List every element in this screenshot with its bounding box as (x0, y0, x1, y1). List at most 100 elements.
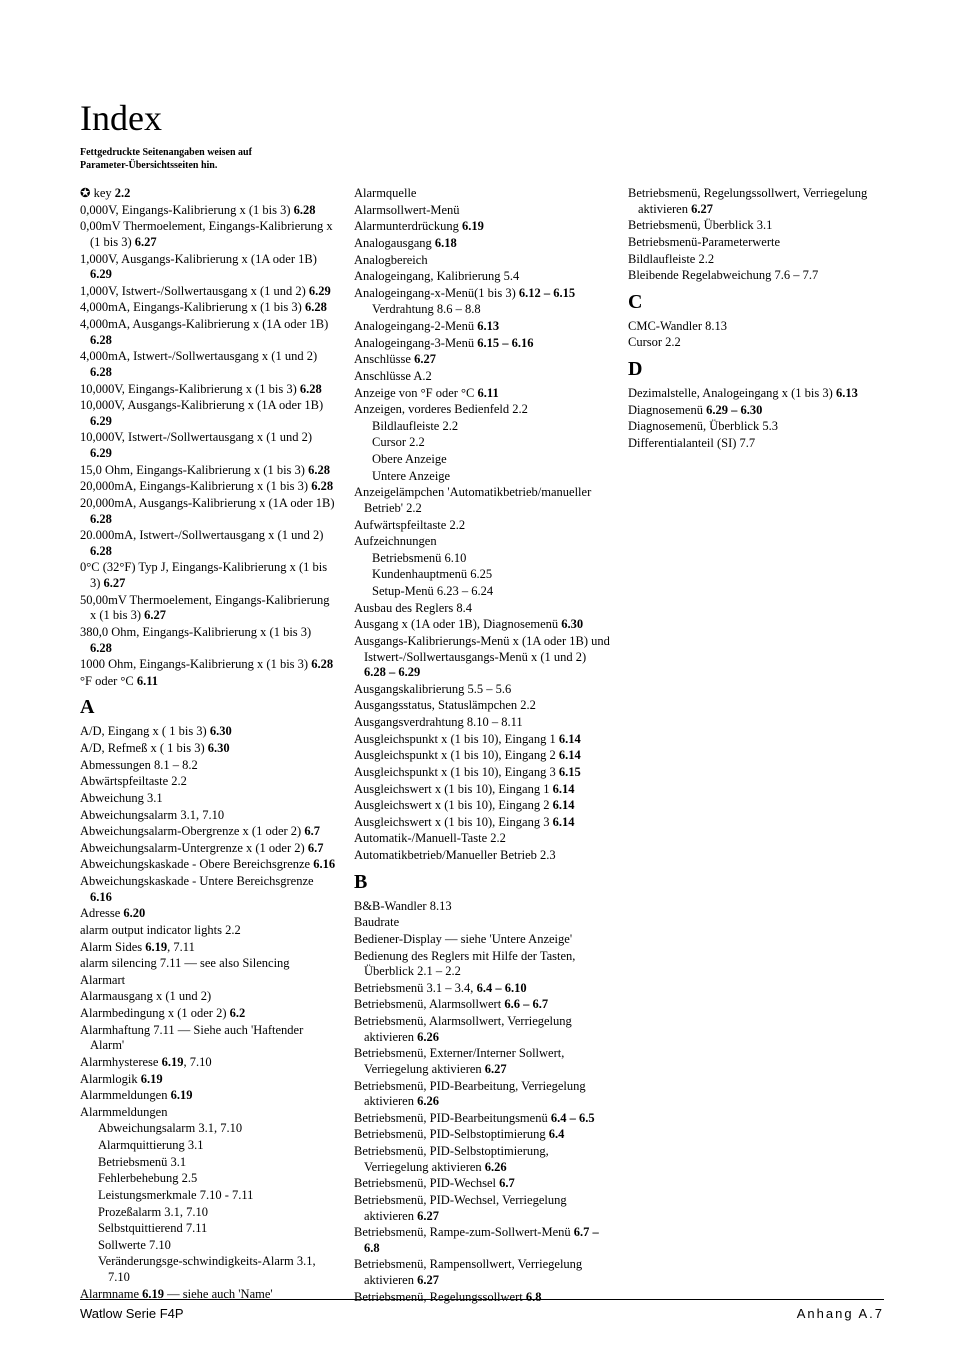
entry-after: , 7.11 (167, 940, 195, 954)
entry-text: Abmessungen 8.1 – 8.2 (80, 758, 198, 772)
entry-text: Setup-Menü 6.23 – 6.24 (372, 584, 493, 598)
entry-page-bold: 2.2 (115, 186, 131, 200)
index-entry: Betriebsmenü 3.1 (80, 1155, 336, 1171)
entry-text: Alarmquelle (354, 186, 416, 200)
entry-text: Differentialanteil (SI) 7.7 (628, 436, 755, 450)
entry-text: Alarmart (80, 973, 125, 987)
index-entry: Betriebsmenü, PID-Wechsel 6.7 (354, 1176, 610, 1192)
entry-page-bold: 6.19 (462, 219, 484, 233)
index-title: Index (80, 100, 884, 136)
index-entry: Leistungsmerkmale 7.10 - 7.11 (80, 1188, 336, 1204)
entry-text: Analogeingang-2-Menü (354, 319, 477, 333)
entry-text: 15,0 Ohm, Eingangs-Kalibrierung x (1 bis… (80, 463, 308, 477)
index-entry: Dezimalstelle, Analogeingang x (1 bis 3)… (628, 386, 884, 402)
index-entry: Alarmhaftung 7.11 — Siehe auch 'Haftende… (80, 1023, 336, 1054)
entry-text: Fehlerbehebung 2.5 (98, 1171, 197, 1185)
entry-page-bold: 6.29 – 6.30 (706, 403, 762, 417)
index-entry: Analogbereich (354, 253, 610, 269)
entry-page-bold: 6.29 (309, 284, 331, 298)
index-entry: 4,000mA, Ausgangs-Kalibrierung x (1A ode… (80, 317, 336, 348)
entry-text: Ausgangs-Kalibrierungs-Menü x (1A oder 1… (354, 634, 610, 664)
entry-text: Automatik-/Manuell-Taste 2.2 (354, 831, 506, 845)
entry-text: 50,00mV Thermoelement, Eingangs-Kalibrie… (80, 593, 329, 623)
entry-text: Bildlaufleiste 2.2 (372, 419, 458, 433)
index-entry: Ausgang x (1A oder 1B), Diagnosemenü 6.3… (354, 617, 610, 633)
index-entry: alarm silencing 7.11 — see also Silencin… (80, 956, 336, 972)
index-entry: Anschlüsse A.2 (354, 369, 610, 385)
index-entry: Ausgleichswert x (1 bis 10), Eingang 3 6… (354, 815, 610, 831)
index-entry: CMC-Wandler 8.13 (628, 319, 884, 335)
entry-text: Adresse (80, 906, 123, 920)
index-entry: Bleibende Regelabweichung 7.6 – 7.7 (628, 268, 884, 284)
entry-text: 4,000mA, Ausgangs-Kalibrierung x (1A ode… (80, 317, 328, 331)
index-entry: Betriebsmenü, Alarmsollwert, Verriegelun… (354, 1014, 610, 1045)
entry-text: Cursor 2.2 (372, 435, 425, 449)
index-entry: Anzeigen, vorderes Bedienfeld 2.2 (354, 402, 610, 418)
index-entry: Prozeßalarm 3.1, 7.10 (80, 1205, 336, 1221)
entry-page-bold: 6.30 (210, 724, 232, 738)
entry-page-bold: 6.13 (477, 319, 499, 333)
entry-page-bold: 6.28 (300, 382, 322, 396)
entry-text: ✪ key (80, 186, 115, 200)
index-entry: Betriebsmenü, Alarmsollwert 6.6 – 6.7 (354, 997, 610, 1013)
entry-text: Analogeingang-3-Menü (354, 336, 477, 350)
entry-page-bold: 6.14 (553, 815, 575, 829)
entry-text: Obere Anzeige (372, 452, 447, 466)
index-entry: Diagnosemenü 6.29 – 6.30 (628, 403, 884, 419)
index-entry: Ausgleichspunkt x (1 bis 10), Eingang 1 … (354, 732, 610, 748)
entry-text: Ausgangsverdrahtung 8.10 – 8.11 (354, 715, 523, 729)
index-entry: Betriebsmenü, Externer/Interner Sollwert… (354, 1046, 610, 1077)
entry-text: Betriebsmenü 3.1 (98, 1155, 186, 1169)
index-entry: Abmessungen 8.1 – 8.2 (80, 758, 336, 774)
index-entry: Ausbau des Reglers 8.4 (354, 601, 610, 617)
entry-text: Alarmhysterese (80, 1055, 162, 1069)
index-entry: Analogausgang 6.18 (354, 236, 610, 252)
index-entry: Bedienung des Reglers mit Hilfe der Tast… (354, 949, 610, 980)
index-entry: 10,000V, Eingangs-Kalibrierung x (1 bis … (80, 382, 336, 398)
index-entry: Abweichungskaskade - Untere Bereichsgren… (80, 874, 336, 905)
index-section-head: B (354, 870, 610, 895)
entry-page-bold: 6.15 – 6.16 (477, 336, 533, 350)
entry-page-bold: 6.26 (417, 1094, 439, 1108)
entry-text: alarm output indicator lights 2.2 (80, 923, 241, 937)
index-entry: 1,000V, Ausgangs-Kalibrierung x (1A oder… (80, 252, 336, 283)
entry-text: 1,000V, Istwert-/Sollwertausgang x (1 un… (80, 284, 309, 298)
entry-text: Ausgangskalibrierung 5.5 – 5.6 (354, 682, 511, 696)
entry-page-bold: 6.28 (311, 657, 333, 671)
entry-text: Bedienung des Reglers mit Hilfe der Tast… (354, 949, 575, 979)
entry-text: Abweichungsalarm-Obergrenze x (1 oder 2) (80, 824, 304, 838)
index-entry: Abweichungsalarm 3.1, 7.10 (80, 1121, 336, 1137)
entry-page-bold: 6.28 (294, 203, 316, 217)
entry-page-bold: 6.11 (137, 674, 158, 688)
index-entry: Abweichungsalarm 3.1, 7.10 (80, 808, 336, 824)
entry-page-bold: 6.11 (478, 386, 499, 400)
index-entry: Betriebsmenü, PID-Selbstoptimierung 6.4 (354, 1127, 610, 1143)
index-entry: Automatik-/Manuell-Taste 2.2 (354, 831, 610, 847)
entry-text: Anzeige von °F oder °C (354, 386, 478, 400)
index-entry: °F oder °C 6.11 (80, 674, 336, 690)
entry-page-bold: 6.4 – 6.10 (477, 981, 527, 995)
index-entry: Ausgleichswert x (1 bis 10), Eingang 1 6… (354, 782, 610, 798)
entry-text: Abweichung 3.1 (80, 791, 163, 805)
index-entry: 20.000mA, Istwert-/Sollwertausgang x (1 … (80, 528, 336, 559)
entry-text: Cursor 2.2 (628, 335, 681, 349)
entry-page-bold: 6.28 (90, 365, 112, 379)
entry-text: Anzeigen, vorderes Bedienfeld 2.2 (354, 402, 528, 416)
entry-text: Betriebsmenü, Überblick 3.1 (628, 218, 772, 232)
entry-text: Kundenhauptmenü 6.25 (372, 567, 492, 581)
index-section-head: A (80, 695, 336, 720)
entry-text: Betriebsmenü 3.1 – 3.4, (354, 981, 477, 995)
entry-text: Dezimalstelle, Analogeingang x (1 bis 3) (628, 386, 836, 400)
index-entry: Anzeigelämpchen 'Automatikbetrieb/manuel… (354, 485, 610, 516)
index-entry: 10,000V, Ausgangs-Kalibrierung x (1A ode… (80, 398, 336, 429)
entry-text: Anschlüsse A.2 (354, 369, 432, 383)
entry-page-bold: 6.14 (553, 782, 575, 796)
index-entry: 0°C (32°F) Typ J, Eingangs-Kalibrierung … (80, 560, 336, 591)
entry-text: 4,000mA, Eingangs-Kalibrierung x (1 bis … (80, 300, 305, 314)
index-entry: Analogeingang-3-Menü 6.15 – 6.16 (354, 336, 610, 352)
entry-text: Betriebsmenü, PID-Wechsel, Verriegelung … (354, 1193, 567, 1223)
index-entry: Ausgleichspunkt x (1 bis 10), Eingang 2 … (354, 748, 610, 764)
entry-text: Betriebsmenü, Alarmsollwert (354, 997, 504, 1011)
index-entry: 20,000mA, Eingangs-Kalibrierung x (1 bis… (80, 479, 336, 495)
entry-text: 380,0 Ohm, Eingangs-Kalibrierung x (1 bi… (80, 625, 311, 639)
